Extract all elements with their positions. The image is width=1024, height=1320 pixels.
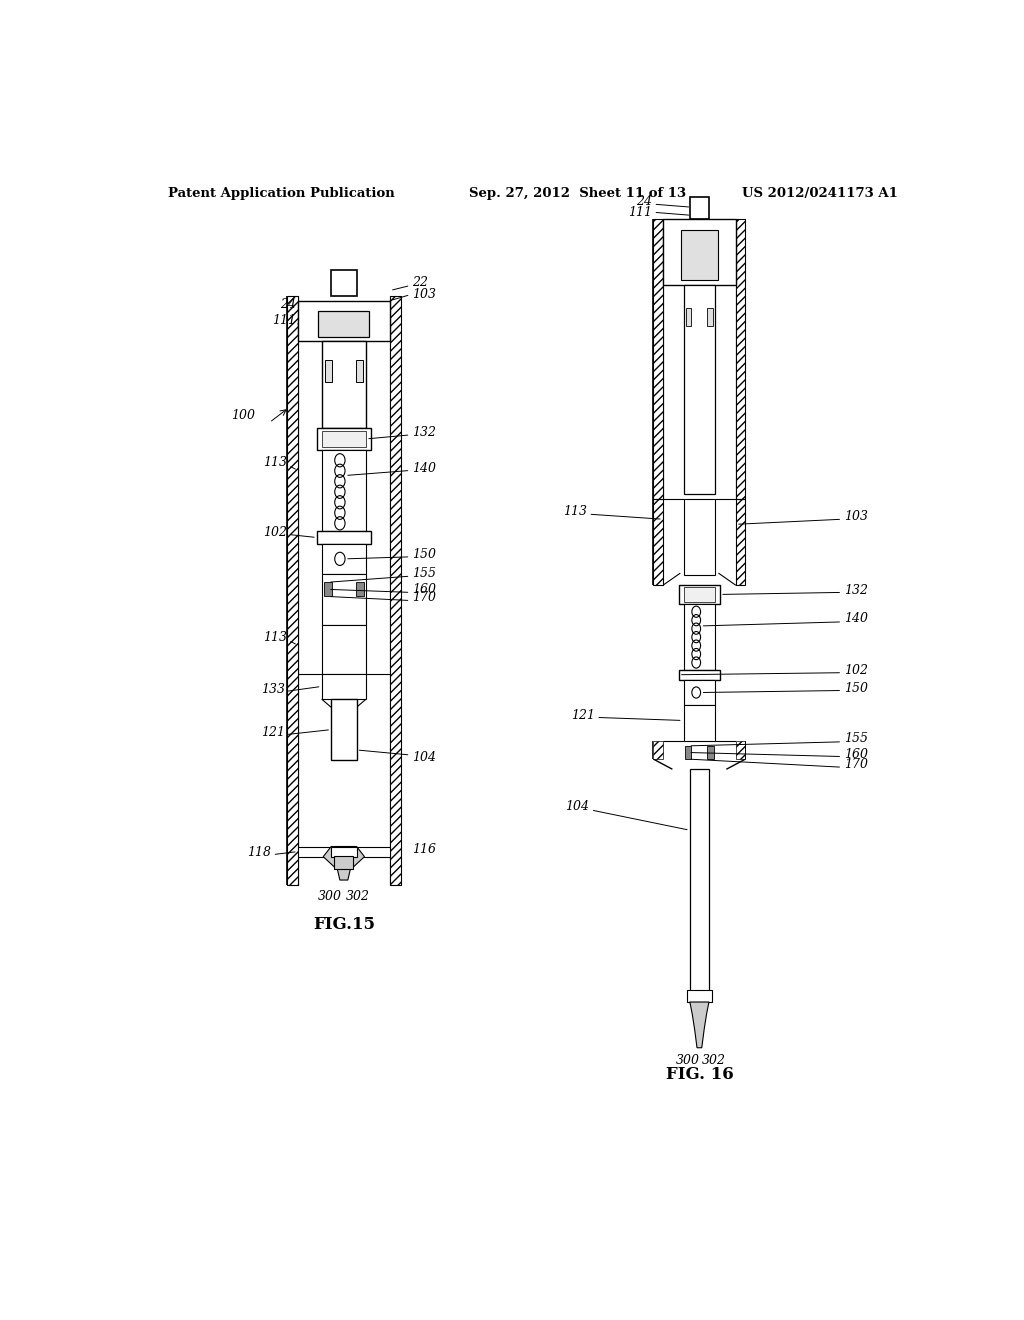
Bar — [708, 308, 713, 326]
Bar — [653, 219, 663, 499]
Bar — [684, 587, 715, 602]
Bar — [653, 741, 663, 759]
Bar — [736, 219, 745, 499]
Text: US 2012/0241173 A1: US 2012/0241173 A1 — [742, 187, 898, 199]
Text: 140: 140 — [412, 462, 436, 475]
Bar — [684, 680, 715, 705]
Text: 132: 132 — [844, 583, 867, 597]
Bar — [684, 285, 715, 494]
Bar — [331, 700, 356, 760]
Text: 140: 140 — [844, 612, 867, 626]
Text: 116: 116 — [412, 843, 436, 857]
Text: 22: 22 — [412, 276, 428, 289]
Bar — [663, 219, 736, 285]
Bar — [686, 308, 691, 326]
Polygon shape — [324, 846, 365, 880]
Bar — [653, 499, 663, 585]
Bar — [390, 296, 401, 886]
Bar — [684, 499, 715, 576]
Text: Sep. 27, 2012  Sheet 11 of 13: Sep. 27, 2012 Sheet 11 of 13 — [469, 187, 686, 199]
Bar — [287, 296, 298, 886]
Text: 150: 150 — [412, 548, 436, 561]
Text: 24: 24 — [636, 194, 652, 207]
Text: 103: 103 — [844, 510, 867, 523]
Bar — [684, 705, 715, 741]
Text: 155: 155 — [412, 566, 436, 579]
Bar — [331, 846, 356, 857]
Text: 104: 104 — [565, 800, 589, 813]
Bar — [653, 499, 663, 585]
Bar — [322, 430, 367, 447]
Text: 133: 133 — [261, 682, 285, 696]
Bar — [736, 499, 745, 585]
Bar — [316, 428, 371, 450]
Bar — [322, 342, 367, 428]
Text: 103: 103 — [412, 288, 436, 301]
Text: 104: 104 — [412, 751, 436, 763]
Text: 100: 100 — [231, 409, 255, 422]
Bar — [679, 585, 720, 603]
Text: 118: 118 — [247, 846, 270, 859]
Bar — [318, 312, 370, 338]
Text: 121: 121 — [570, 709, 595, 722]
Bar — [322, 574, 367, 624]
Polygon shape — [690, 1002, 709, 1048]
Text: FIG.15: FIG.15 — [313, 916, 375, 933]
Text: 113: 113 — [263, 455, 287, 469]
Text: FIG. 16: FIG. 16 — [666, 1067, 733, 1082]
Text: 302: 302 — [701, 1053, 726, 1067]
Text: 111: 111 — [272, 314, 296, 326]
Text: 121: 121 — [261, 726, 285, 739]
Bar — [331, 271, 357, 296]
Bar — [334, 855, 353, 869]
Text: 102: 102 — [263, 525, 287, 539]
Bar — [687, 990, 712, 1002]
Bar — [690, 197, 709, 219]
Text: Patent Application Publication: Patent Application Publication — [168, 187, 394, 199]
Bar — [322, 673, 367, 700]
Bar — [681, 230, 718, 280]
Bar — [355, 359, 362, 381]
Text: 155: 155 — [844, 733, 867, 746]
Bar — [322, 544, 367, 574]
Bar — [298, 301, 390, 342]
Bar — [298, 846, 390, 857]
Bar — [355, 582, 364, 597]
Bar — [653, 219, 663, 499]
Bar — [736, 499, 745, 585]
Bar — [324, 582, 332, 597]
Bar — [322, 624, 367, 673]
Bar — [287, 296, 298, 886]
Bar — [684, 603, 715, 669]
Bar — [316, 532, 371, 544]
Text: 132: 132 — [412, 426, 436, 440]
Bar — [663, 499, 736, 585]
Text: 160: 160 — [412, 583, 436, 595]
Text: 170: 170 — [844, 758, 867, 771]
Text: 300: 300 — [676, 1053, 699, 1067]
Text: 170: 170 — [412, 591, 436, 605]
Bar — [736, 741, 745, 759]
Text: 113: 113 — [563, 504, 587, 517]
Bar — [736, 219, 745, 499]
Bar — [653, 741, 663, 759]
Bar — [685, 746, 691, 759]
Text: 150: 150 — [844, 682, 867, 694]
Bar — [390, 296, 401, 886]
Text: 24: 24 — [281, 298, 296, 312]
Text: 111: 111 — [628, 206, 652, 219]
Text: 302: 302 — [346, 890, 370, 903]
Bar — [736, 741, 745, 759]
Bar — [690, 770, 709, 991]
Bar — [708, 746, 714, 759]
Bar — [325, 359, 332, 381]
Bar — [322, 450, 367, 532]
Text: 300: 300 — [317, 890, 342, 903]
Bar — [679, 669, 720, 680]
Text: 160: 160 — [844, 748, 867, 762]
Text: 113: 113 — [263, 631, 287, 644]
Text: 102: 102 — [844, 664, 867, 677]
